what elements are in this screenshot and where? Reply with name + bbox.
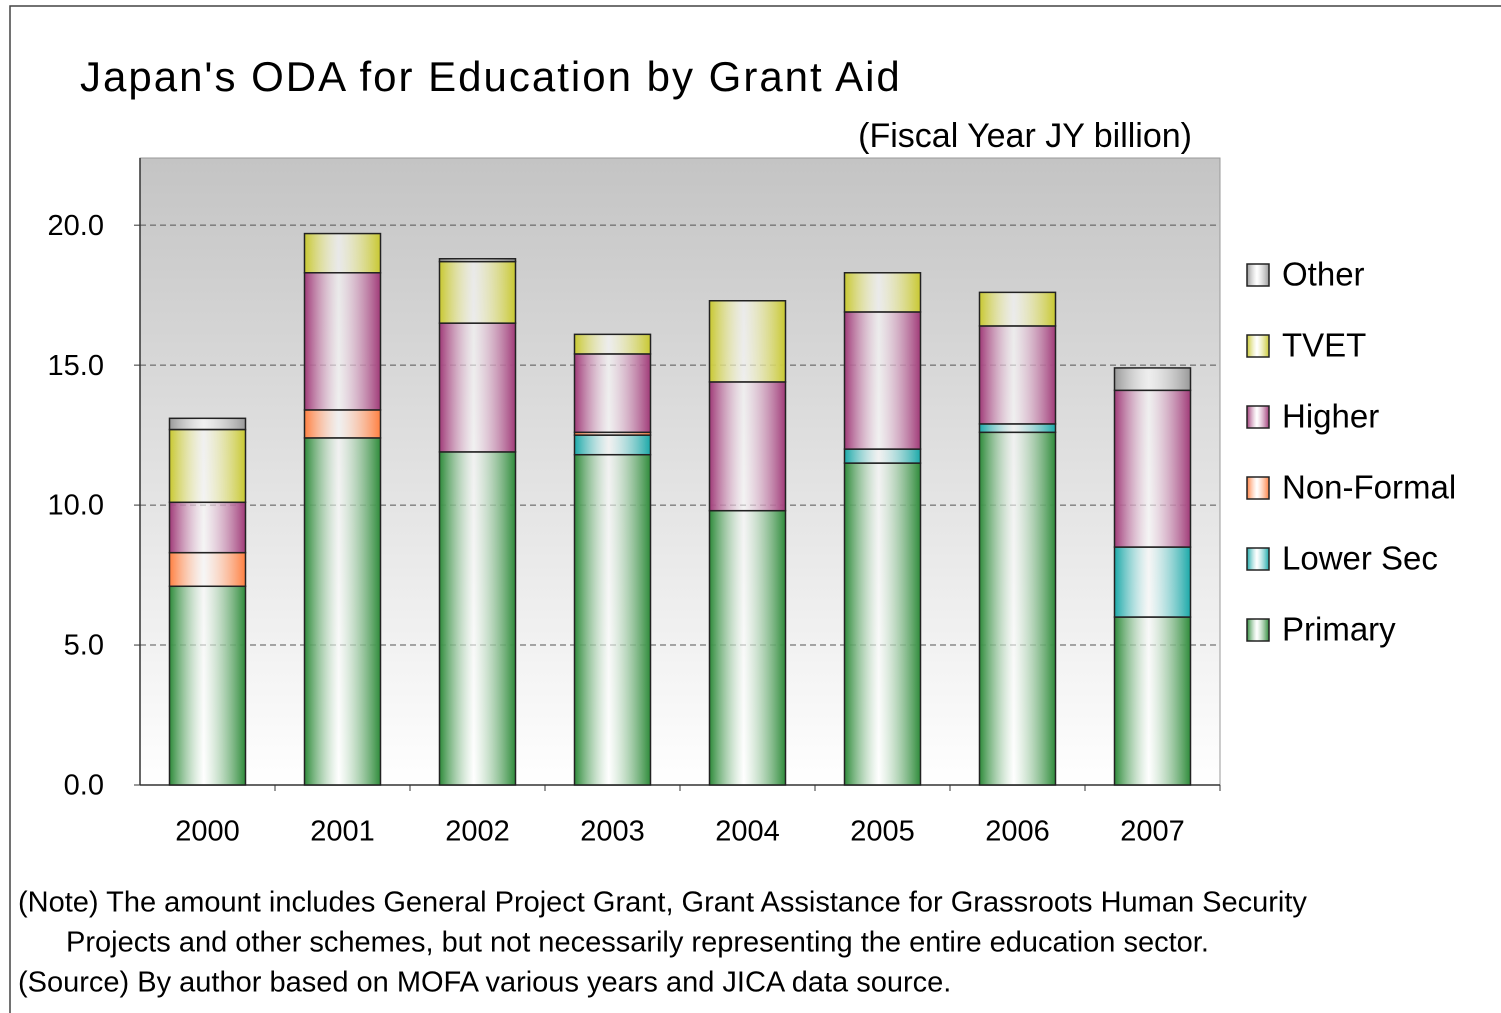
bar-segment [708, 300, 787, 383]
y-tick-label: 0.0 [64, 770, 104, 802]
bar-segment [978, 325, 1057, 425]
x-tick-label: 2001 [310, 816, 375, 848]
y-tick-label: 15.0 [48, 350, 104, 382]
bar-segment [978, 291, 1057, 327]
y-tick-label: 10.0 [48, 490, 104, 522]
bar-segment [573, 333, 652, 355]
bar-segment [978, 423, 1057, 434]
bar-segment [843, 272, 922, 313]
bar-segment [1113, 546, 1192, 618]
y-tick-label: 20.0 [48, 210, 104, 242]
legend-swatch [1246, 263, 1270, 287]
note: Projects and other schemes, but not nece… [66, 927, 1209, 959]
legend-label: TVET [1282, 327, 1366, 364]
bar-segment [168, 417, 247, 431]
note: (Source) By author based on MOFA various… [18, 967, 951, 999]
bar-segment [1113, 389, 1192, 548]
bar-segment [843, 448, 922, 464]
bar-segment [978, 431, 1057, 786]
bar-segment [168, 501, 247, 554]
bar-segment [168, 428, 247, 504]
bar-segment [438, 260, 517, 324]
legend-swatch [1246, 405, 1270, 429]
legend-label: Non-Formal [1282, 469, 1456, 506]
bar-segment [303, 232, 382, 274]
x-tick-label: 2007 [1120, 816, 1185, 848]
plot-area [139, 157, 1221, 786]
legend-swatch [1246, 547, 1270, 571]
note: (Note) The amount includes General Proje… [18, 887, 1307, 919]
x-tick-label: 2004 [715, 816, 780, 848]
bar-segment [168, 551, 247, 588]
chart-subtitle: (Fiscal Year JY billion) [858, 117, 1192, 155]
bar-segment [573, 353, 652, 434]
bar-segment [708, 509, 787, 786]
legend-label: Lower Sec [1282, 540, 1438, 577]
legend-label: Primary [1282, 611, 1396, 648]
x-tick-label: 2003 [580, 816, 645, 848]
x-tick-label: 2002 [445, 816, 510, 848]
legend-label: Higher [1282, 398, 1379, 435]
x-tick-label: 2005 [850, 816, 915, 848]
bar-segment [1113, 616, 1192, 786]
legend-swatch [1246, 618, 1270, 642]
bar-segment [708, 381, 787, 512]
x-tick-label: 2000 [175, 816, 240, 848]
bar-segment [303, 437, 382, 786]
bar-segment [168, 585, 247, 786]
bar-segment [303, 409, 382, 439]
bar-segment [438, 258, 517, 263]
x-tick-label: 2006 [985, 816, 1050, 848]
bar-segment [843, 462, 922, 786]
legend-swatch [1246, 476, 1270, 500]
bar-segment [573, 453, 652, 786]
bar-segment [303, 272, 382, 411]
legend-label: Other [1282, 256, 1365, 293]
y-tick-label: 5.0 [64, 630, 104, 662]
chart-title: Japan's ODA for Education by Grant Aid [80, 53, 902, 100]
bar-segment [573, 434, 652, 456]
legend-swatch [1246, 334, 1270, 358]
bar-segment [438, 451, 517, 786]
bar-segment [438, 322, 517, 453]
bar-segment [843, 311, 922, 450]
bar-segment [1113, 367, 1192, 392]
